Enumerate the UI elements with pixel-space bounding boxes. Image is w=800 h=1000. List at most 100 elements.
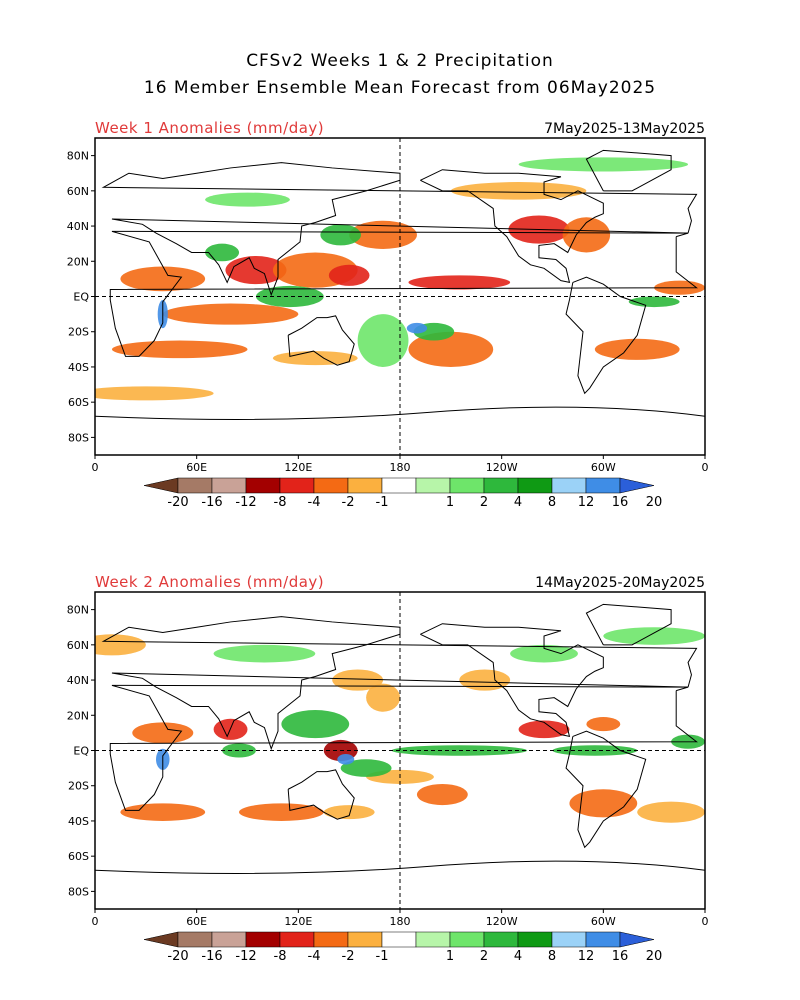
coastline — [585, 603, 672, 646]
lat-tick-label: 20N — [67, 255, 89, 268]
colorbar-cell — [177, 477, 213, 494]
panel-label: Week 2 Anomalies (mm/day) — [95, 573, 324, 591]
colorbar-arrow-left — [143, 477, 179, 494]
week2-colorbar: -20 -16 -12 -8 -4 -2 -1 1 2 4 8 12 16 20 — [143, 931, 662, 964]
colorbar-cell — [449, 477, 485, 494]
figure-subtitle: 16 Member Ensemble Mean Forecast from 06… — [144, 78, 656, 98]
lat-tick-label: 40S — [68, 815, 89, 828]
coastline — [565, 276, 647, 395]
coastline — [101, 616, 698, 751]
colorbar-cell — [517, 931, 553, 948]
lat-tick-label: 80N — [67, 150, 89, 163]
colorbar-cell — [381, 477, 417, 494]
coastline — [101, 162, 698, 297]
week1-colorbar: -20 -16 -12 -8 -4 -2 -1 1 2 4 8 12 16 20 — [143, 477, 663, 510]
colorbar-label: 4 — [514, 495, 522, 510]
anomaly-region — [562, 217, 611, 253]
anomaly-region — [205, 243, 240, 262]
lon-tick-label: 180 — [390, 915, 411, 928]
colorbar-label: -16 — [201, 949, 222, 964]
coastline-antarctica — [95, 406, 705, 420]
colorbar-label: -1 — [376, 949, 389, 964]
anomaly-region — [162, 303, 299, 325]
lat-tick-label: EQ — [73, 291, 89, 304]
anomaly-region — [569, 789, 638, 818]
anomaly-region — [459, 669, 511, 691]
colorbar-cell — [415, 477, 451, 494]
coastlines — [95, 603, 705, 874]
anomaly-region — [213, 644, 316, 663]
lat-tick-label: 80N — [67, 604, 89, 617]
colorbar-arrow-right — [619, 931, 655, 948]
anomaly-region — [406, 322, 428, 334]
colorbar-label: 2 — [480, 949, 488, 964]
colorbar-label: 2 — [480, 495, 488, 510]
lat-tick-label: 60N — [67, 185, 89, 198]
anomaly-region — [408, 331, 494, 367]
anomaly-region — [357, 314, 409, 367]
anomaly-shading — [95, 627, 705, 823]
colorbar-label: -1 — [376, 495, 389, 510]
lon-tick-label: 120W — [486, 915, 518, 928]
anomaly-region — [518, 157, 689, 172]
lat-tick-label: 60S — [68, 396, 89, 409]
lat-tick-label: EQ — [73, 745, 89, 758]
week1-panel: Week 1 Anomalies (mm/day) 7May2025-13May… — [67, 119, 709, 474]
colorbar-cell — [551, 477, 587, 494]
colorbar-cell — [347, 931, 383, 948]
anomaly-region — [332, 669, 384, 691]
colorbar-label: -4 — [308, 495, 321, 510]
colorbar-label: 16 — [612, 949, 629, 964]
colorbar-cell — [211, 477, 247, 494]
colorbar-cell — [313, 931, 349, 948]
coastline — [565, 730, 647, 849]
coastline — [420, 169, 604, 284]
coastline — [109, 684, 698, 811]
coastline — [109, 230, 698, 357]
colorbar-arrow-right — [619, 477, 655, 494]
anomaly-region — [366, 683, 400, 712]
panel-label: Week 1 Anomalies (mm/day) — [95, 119, 324, 137]
anomaly-region — [594, 338, 680, 360]
colorbar-label: 12 — [578, 495, 595, 510]
anomaly-region — [510, 644, 578, 663]
colorbar-cell — [585, 931, 621, 948]
anomaly-region — [281, 709, 350, 739]
lat-tick-label: 20N — [67, 709, 89, 722]
anomaly-region — [95, 386, 214, 401]
lat-tick-label: 80S — [68, 885, 89, 898]
anomaly-region — [328, 264, 370, 286]
colorbar-label: 8 — [548, 495, 556, 510]
lat-tick-label: 20S — [68, 326, 89, 339]
colorbar-label: -8 — [274, 495, 287, 510]
colorbar-label: -8 — [274, 949, 287, 964]
colorbar-label: -12 — [235, 495, 256, 510]
anomaly-region — [628, 296, 680, 308]
figure-title: CFSv2 Weeks 1 & 2 Precipitation — [246, 51, 554, 71]
colorbar-label: -4 — [308, 949, 321, 964]
axis-ticks: 80N 60N 40N 20N EQ 20S 40S 60S 80S 0 60E 120E 180 120… — [67, 150, 709, 474]
anomaly-region — [323, 805, 375, 820]
colorbar-label: -20 — [167, 949, 188, 964]
anomaly-region — [222, 743, 256, 758]
anomaly-region — [408, 275, 511, 290]
lat-tick-label: 60N — [67, 639, 89, 652]
colorbar-label: -2 — [342, 495, 355, 510]
lat-tick-label: 80S — [68, 431, 89, 444]
panel-dates: 14May2025-20May2025 — [535, 575, 705, 591]
anomaly-region — [450, 182, 587, 200]
week2-panel: Week 2 Anomalies (mm/day) 14May2025-20Ma… — [67, 573, 709, 928]
lon-tick-label: 60W — [591, 461, 616, 474]
colorbar-cell — [279, 931, 315, 948]
lon-tick-label: 0 — [92, 915, 99, 928]
lon-tick-label: 0 — [702, 461, 709, 474]
colorbar-label: 8 — [548, 949, 556, 964]
anomaly-region — [349, 220, 417, 249]
colorbar-label: 20 — [646, 495, 663, 510]
lon-tick-label: 60E — [186, 915, 207, 928]
colorbar-cell — [585, 477, 621, 494]
anomaly-region — [120, 266, 206, 292]
anomaly-region — [132, 722, 194, 744]
lon-tick-label: 0 — [702, 915, 709, 928]
